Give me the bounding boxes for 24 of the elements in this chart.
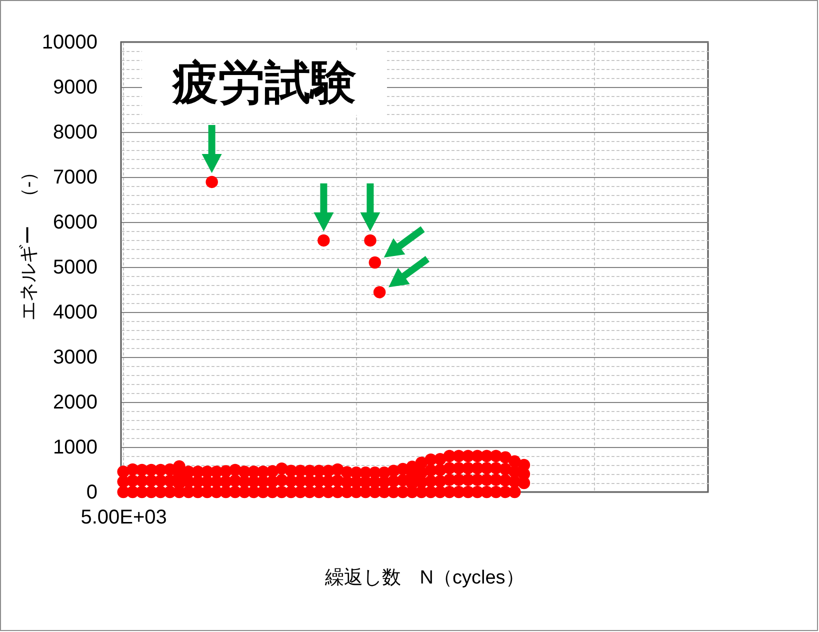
y-tick-label: 4000 <box>53 302 98 324</box>
y-tick-label: 1000 <box>53 436 98 458</box>
y-tick-label: 2000 <box>53 392 98 414</box>
y-tick-label: 8000 <box>53 122 98 144</box>
y-tick-label: 6000 <box>53 212 98 234</box>
x-tick-label: 5.00E+03 <box>80 506 167 528</box>
point <box>415 456 428 469</box>
y-tick-label: 7000 <box>53 166 98 188</box>
point <box>318 234 330 247</box>
y-axis-title: エネルギー （-） <box>18 162 40 321</box>
y-tick-label: 10000 <box>42 32 98 54</box>
chart-title: 疲労試験 <box>172 55 356 110</box>
y-tick-label: 9000 <box>53 76 98 98</box>
point <box>508 455 521 468</box>
point <box>373 286 386 298</box>
y-tick-label: 0 <box>86 482 98 504</box>
point <box>368 256 382 269</box>
point <box>508 486 521 498</box>
point <box>206 176 218 188</box>
point <box>364 234 376 247</box>
x-axis-title: 繰返し数 N（cycles） <box>324 568 524 588</box>
y-tick-label: 5000 <box>53 256 98 278</box>
point <box>499 451 512 464</box>
y-tick-label: 3000 <box>53 346 98 368</box>
